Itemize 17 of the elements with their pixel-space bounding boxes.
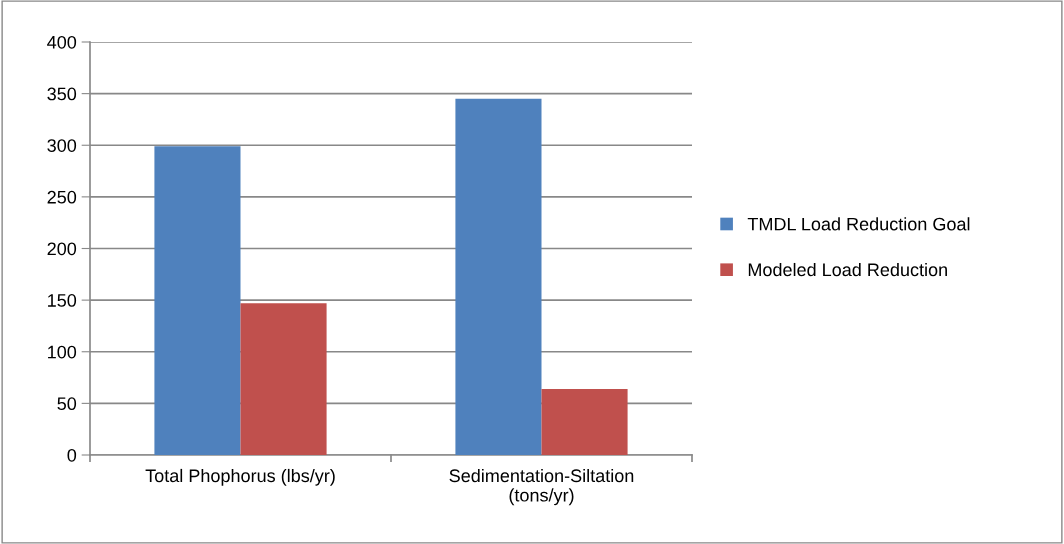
y-tick-label: 100 [48, 345, 77, 359]
y-tick-label: 0 [67, 448, 77, 462]
y-tick-label: 300 [47, 139, 77, 152]
bar [541, 388, 628, 455]
legend-label: TMDL Load Reduction Goal [747, 217, 970, 231]
bar [154, 146, 241, 455]
x-tick-label: Total Phophorus (lbs/yr) [145, 468, 335, 486]
bar [240, 303, 327, 455]
bar [455, 98, 542, 455]
y-tick-label: 200 [47, 242, 77, 256]
x-tick-label: Sedimentation-Siltation (tons/yr) [449, 468, 634, 506]
y-tick-label: 150 [48, 294, 77, 307]
y-tick-label: 50 [57, 397, 77, 411]
y-tick-label: 250 [47, 190, 77, 204]
y-tick-label: 350 [47, 87, 77, 101]
y-tick-label: 400 [47, 35, 77, 49]
legend-label: Modeled Load Reduction [748, 262, 947, 277]
